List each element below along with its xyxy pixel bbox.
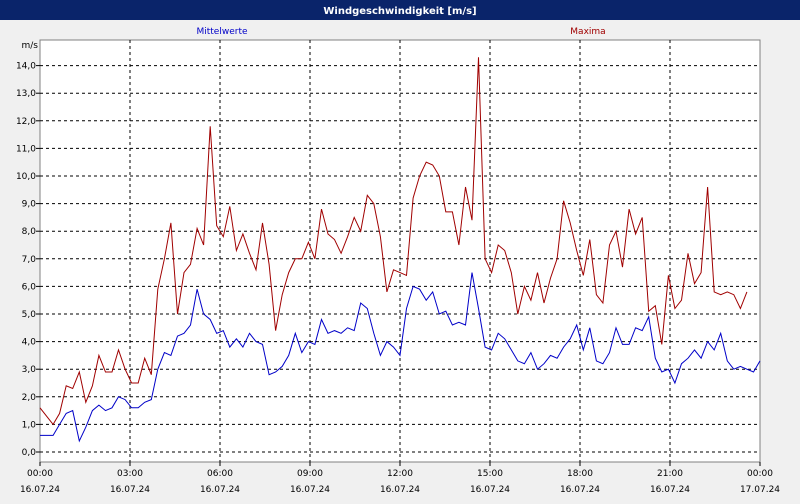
chart-title: Windgeschwindigkeit [m/s] — [323, 6, 476, 17]
x-tick-time-label: 06:00 — [207, 469, 233, 479]
title-bar — [0, 0, 800, 20]
series-line-maxima — [39, 57, 748, 426]
grid-lines — [40, 40, 760, 462]
x-tick-date-label: 16.07.24 — [20, 485, 60, 495]
y-tick-label: 7,0 — [22, 255, 37, 265]
x-tick-time-label: 00:00 — [747, 469, 773, 479]
x-tick-date-label: 16.07.24 — [470, 485, 510, 495]
x-tick-time-label: 18:00 — [567, 469, 593, 479]
y-tick-label: 8,0 — [22, 227, 37, 237]
y-tick-label: 4,0 — [22, 338, 37, 348]
y-axis-unit-label: m/s — [22, 41, 39, 51]
y-tick-label: 9,0 — [22, 200, 37, 210]
x-tick-date-label: 16.07.24 — [110, 485, 150, 495]
y-tick-label: 10,0 — [16, 172, 36, 182]
y-tick-label: 14,0 — [16, 62, 36, 72]
x-tick-time-label: 12:00 — [387, 469, 413, 479]
data-series — [39, 57, 761, 443]
x-tick-time-label: 21:00 — [657, 469, 683, 479]
y-tick-label: 11,0 — [16, 144, 36, 154]
legend-mittelwerte: Mittelwerte — [196, 27, 247, 37]
y-tick-label: 0,0 — [22, 448, 37, 458]
y-tick-label: 3,0 — [22, 365, 37, 375]
series-line-mittelwerte — [40, 272, 761, 443]
x-tick-date-label: 16.07.24 — [200, 485, 240, 495]
y-axis: 0,0 1,0 2,0 3,0 4,0 5,0 6,0 7,0 8,0 9,0 10,0 11,0 12… — [16, 62, 40, 458]
y-tick-label: 5,0 — [22, 310, 37, 320]
x-tick-date-label: 16.07.24 — [650, 485, 690, 495]
x-axis: 00:00 16.07.24 03:00 16.07.24 06:00 16.07.24 0… — [20, 462, 780, 495]
y-tick-label: 12,0 — [16, 117, 36, 127]
y-tick-label: 2,0 — [22, 393, 37, 403]
legend-maxima: Maxima — [570, 27, 605, 37]
y-tick-label: 6,0 — [22, 282, 37, 292]
y-tick-label: 13,0 — [16, 89, 36, 99]
y-tick-label: 1,0 — [22, 420, 37, 430]
x-tick-time-label: 00:00 — [27, 469, 53, 479]
x-tick-date-label: 16.07.24 — [380, 485, 420, 495]
x-tick-date-label: 17.07.24 — [740, 485, 780, 495]
x-tick-date-label: 16.07.24 — [560, 485, 600, 495]
x-tick-date-label: 16.07.24 — [290, 485, 330, 495]
x-tick-time-label: 09:00 — [297, 469, 323, 479]
x-tick-time-label: 15:00 — [477, 469, 503, 479]
x-tick-time-label: 03:00 — [117, 469, 143, 479]
